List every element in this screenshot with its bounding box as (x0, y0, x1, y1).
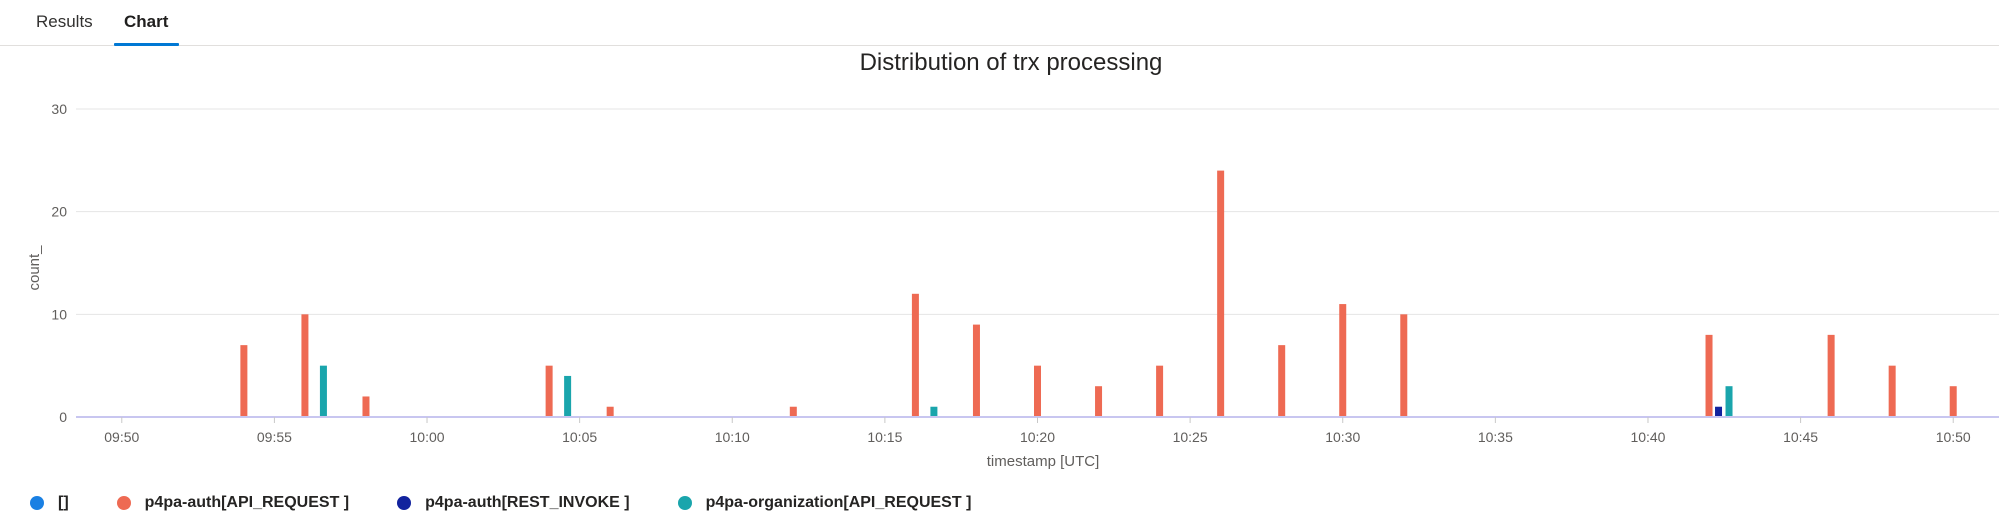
bar (1217, 170, 1225, 417)
bar (1034, 365, 1041, 417)
bar (1278, 345, 1286, 417)
bar (301, 314, 309, 417)
x-axis-label: timestamp [UTC] (987, 453, 1100, 470)
y-tick-label: 0 (59, 409, 67, 425)
x-tick-label: 10:15 (867, 429, 902, 445)
y-tick-label: 10 (51, 306, 67, 322)
legend-label: [] (58, 494, 69, 511)
y-axis-label: count_ (26, 245, 43, 291)
bars (240, 170, 1957, 417)
legend: [] p4pa-auth[API_REQUEST ] p4pa-auth[REST_… (30, 490, 1019, 516)
y-tick-label: 20 (51, 204, 67, 220)
legend-item[interactable]: p4pa-auth[REST_INVOKE ] (397, 494, 630, 512)
legend-label: p4pa-auth[REST_INVOKE ] (425, 494, 630, 511)
legend-item[interactable]: [] (30, 494, 69, 512)
bar (930, 406, 938, 417)
bar (911, 293, 919, 417)
tab-bar: Results Chart (0, 0, 1999, 46)
bar (972, 324, 980, 417)
legend-marker (677, 496, 692, 510)
x-tick-label: 10:10 (715, 429, 750, 445)
legend-label: p4pa-organization[API_REQUEST ] (705, 494, 972, 511)
legend-label: p4pa-auth[API_REQUEST ] (144, 494, 350, 511)
x-tick-label: 10:40 (1630, 429, 1665, 445)
x-tick-label: 10:25 (1173, 429, 1208, 445)
y-tick-label: 30 (51, 101, 67, 117)
chart: Distribution of trx processing 0 10 20 30 0… (26, 49, 1999, 470)
x-tick-label: 10:35 (1478, 429, 1513, 445)
bar (545, 365, 553, 417)
x-tick-label: 09:50 (104, 429, 139, 445)
tab-chart[interactable]: Chart (124, 12, 169, 31)
bar (1705, 334, 1713, 417)
legend-marker (397, 496, 412, 510)
bar (789, 406, 797, 417)
legend-item[interactable]: p4pa-organization[API_REQUEST ] (677, 494, 972, 512)
bar (1400, 314, 1408, 417)
bar (1156, 365, 1164, 417)
bar (1725, 386, 1733, 417)
x-tick-label: 10:20 (1020, 429, 1055, 445)
active-tab-indicator (114, 43, 179, 46)
bar (1949, 386, 1957, 417)
bar (1827, 334, 1835, 417)
bar (1339, 304, 1347, 417)
gridlines (76, 108, 1999, 315)
legend-item[interactable]: p4pa-auth[API_REQUEST ] (116, 494, 350, 512)
legend-marker (30, 496, 44, 510)
x-tick-label: 10:00 (410, 429, 445, 445)
bar (240, 345, 248, 417)
bar (1888, 365, 1896, 417)
bar (319, 365, 327, 417)
x-tick-label: 10:05 (562, 429, 597, 445)
tab-results[interactable]: Results (36, 12, 93, 31)
chart-title: Distribution of trx processing (860, 49, 1163, 76)
y-axis-ticks: 0 10 20 30 (51, 101, 67, 425)
legend-marker (116, 496, 131, 510)
x-tick-label: 10:45 (1783, 429, 1818, 445)
x-tick-label: 10:30 (1325, 429, 1360, 445)
x-axis-ticks: 09:50 09:55 10:00 10:05 10:10 10:15 10:20 10:25… (104, 417, 1971, 445)
bar (564, 375, 572, 417)
bar (1715, 406, 1723, 417)
bar (606, 406, 614, 417)
bar (362, 396, 370, 417)
bar (1095, 386, 1103, 417)
x-tick-label: 10:50 (1936, 429, 1971, 445)
x-tick-label: 09:55 (257, 429, 292, 445)
